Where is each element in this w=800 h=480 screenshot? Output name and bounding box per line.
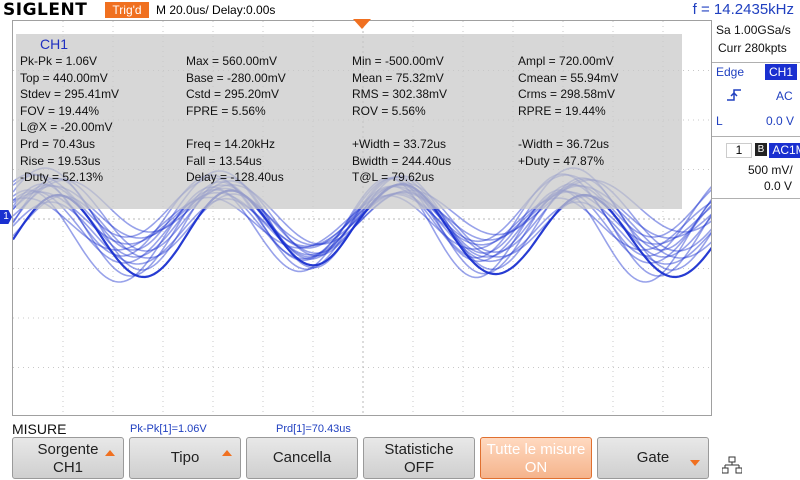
trigger-level-label: L (716, 114, 723, 128)
measurement-value: ROV = 5.56% (352, 103, 426, 118)
measurement-value: Ampl = 720.00mV (518, 54, 614, 68)
measurement-value: Fall = 13.54us (186, 153, 262, 168)
right-info-panel: Sa 1.00GSa/s Curr 280kpts Edge CH1 AC L … (712, 20, 800, 416)
all-measurements-softkey[interactable]: Tutte le misure ON (480, 437, 592, 479)
measurement-value: Pk-Pk = 1.06V (20, 54, 98, 68)
measurement-value: +Width = 33.72us (352, 137, 447, 151)
measurement-value: Delay = -128.40us (186, 170, 284, 185)
measurement-value: -Width = 36.72us (518, 137, 610, 151)
arrow-up-icon (105, 450, 115, 456)
measurement-value: Crms = 298.58mV (518, 87, 616, 102)
network-icon (722, 456, 742, 474)
measurement-value: Stdev = 295.41mV (20, 87, 120, 102)
channel-scale[interactable]: 500 mV/ (748, 163, 793, 177)
softkey-label: Sorgente (37, 441, 99, 458)
statistics-softkey[interactable]: Statistiche OFF (363, 437, 475, 479)
measurement-value: Prd = 70.43us (20, 137, 96, 151)
measurement-panel: CH1 Pk-Pk = 1.06V Max = 560.00mV Min = -50… (16, 34, 682, 209)
measurement-value: Cstd = 295.20mV (186, 87, 280, 102)
divider (712, 62, 800, 63)
arrow-down-icon (690, 460, 700, 466)
frequency-readout: f = 14.2435kHz (692, 1, 794, 18)
softkey-value: ON (524, 459, 548, 476)
measurement-value: +Duty = 47.87% (518, 153, 605, 168)
measurement-value: FOV = 19.44% (20, 103, 100, 118)
measurement-channel-label: CH1 (40, 36, 69, 52)
memory-depth: Curr 280kpts (718, 41, 787, 55)
measurement-value: Base = -280.00mV (186, 70, 286, 85)
trigger-level[interactable]: 0.0 V (766, 114, 795, 128)
measurement-value: Mean = 75.32mV (352, 70, 444, 85)
channel-offset[interactable]: 0.0 V (764, 179, 793, 193)
type-softkey[interactable]: Tipo (129, 437, 241, 479)
measurement-stat-prd: Prd[1]=70.43us (276, 423, 351, 435)
channel1-offset-marker[interactable]: 1 (0, 210, 12, 224)
channel-coupling-badge[interactable]: AC1M (769, 143, 800, 158)
softkey-label: Tutte le misure (486, 441, 586, 458)
measurement-value: T@L = 79.62us (352, 170, 435, 185)
measurement-value: RPRE = 19.44% (518, 103, 606, 118)
trigger-type[interactable]: Edge (716, 65, 745, 79)
source-softkey[interactable]: Sorgente CH1 (12, 437, 124, 479)
softkey-label: Statistiche (384, 441, 454, 458)
trigger-coupling[interactable]: AC (776, 89, 793, 103)
trigger-position-marker[interactable] (353, 19, 371, 29)
measurement-stat-pkpk: Pk-Pk[1]=1.06V (130, 423, 207, 435)
softkey-label: Tipo (170, 449, 200, 466)
measurement-value: RMS = 302.38mV (352, 87, 448, 102)
measurement-value: Min = -500.00mV (352, 54, 444, 68)
brand-logo: SIGLENT (3, 0, 88, 20)
timebase-readout: M 20.0us/ Delay:0.00s (156, 3, 276, 17)
measurement-value: Max = 560.00mV (186, 54, 278, 68)
divider (712, 198, 800, 199)
softkey-value: OFF (404, 459, 434, 476)
gate-softkey[interactable]: Gate (597, 437, 709, 479)
measurement-value: Cmean = 55.94mV (518, 70, 619, 85)
channel-number[interactable]: 1 (726, 143, 752, 158)
measurement-value: -Duty = 52.13% (20, 170, 104, 185)
sample-rate: Sa 1.00GSa/s (716, 23, 791, 37)
measurement-value: Top = 440.00mV (20, 70, 108, 85)
measurement-value: Bwidth = 244.40us (352, 153, 452, 168)
arrow-up-icon (222, 450, 232, 456)
bandwidth-limit-badge: B (755, 143, 767, 156)
measurement-value: Rise = 19.53us (20, 153, 101, 168)
clear-softkey[interactable]: Cancella (246, 437, 358, 479)
menu-title: MISURE (12, 421, 67, 437)
trigger-source-badge[interactable]: CH1 (765, 64, 797, 80)
measurement-value: L@X = -20.00mV (20, 120, 113, 135)
trigger-status-badge: Trig'd (105, 2, 149, 18)
softkey-label: Gate (636, 449, 670, 466)
measurement-value: FPRE = 5.56% (186, 103, 266, 118)
softkey-label: Cancella (272, 449, 332, 466)
softkey-value: CH1 (52, 459, 83, 476)
divider (712, 136, 800, 137)
measurement-value: Freq = 14.20kHz (186, 137, 276, 151)
rising-edge-icon (727, 89, 741, 101)
top-status-bar: SIGLENT Trig'd M 20.0us/ Delay:0.00s f =… (0, 0, 800, 20)
